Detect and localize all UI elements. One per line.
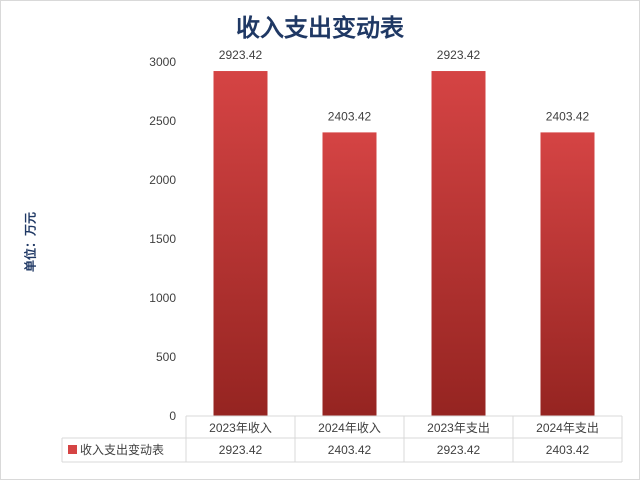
- x-tick-label: 2024年支出: [536, 421, 599, 435]
- bar: [213, 71, 268, 416]
- bar: [431, 71, 486, 416]
- y-tick-label: 2000: [149, 173, 176, 187]
- table-value: 2923.42: [437, 443, 481, 457]
- data-label: 2923.42: [437, 48, 481, 62]
- data-label: 2403.42: [328, 109, 372, 123]
- y-tick-label: 0: [169, 409, 176, 423]
- bar: [540, 132, 595, 417]
- chart-title: 收入支出变动表: [236, 13, 404, 42]
- y-tick-label: 1000: [149, 291, 176, 305]
- legend-series-name: 收入支出变动表: [80, 442, 164, 457]
- data-label: 2403.42: [546, 109, 590, 123]
- y-tick-label: 2500: [149, 114, 176, 128]
- x-tick-label: 2023年收入: [209, 421, 272, 435]
- x-tick-label: 2023年支出: [427, 421, 490, 435]
- y-tick-label: 500: [156, 350, 176, 364]
- bar: [322, 132, 377, 417]
- y-tick-label: 3000: [149, 55, 176, 69]
- legend-swatch: [68, 445, 77, 454]
- table-value: 2923.42: [219, 443, 263, 457]
- table-value: 2403.42: [328, 443, 372, 457]
- data-label: 2923.42: [219, 48, 263, 62]
- x-tick-label: 2024年收入: [318, 421, 381, 435]
- table-value: 2403.42: [546, 443, 590, 457]
- y-tick-label: 1500: [149, 232, 176, 246]
